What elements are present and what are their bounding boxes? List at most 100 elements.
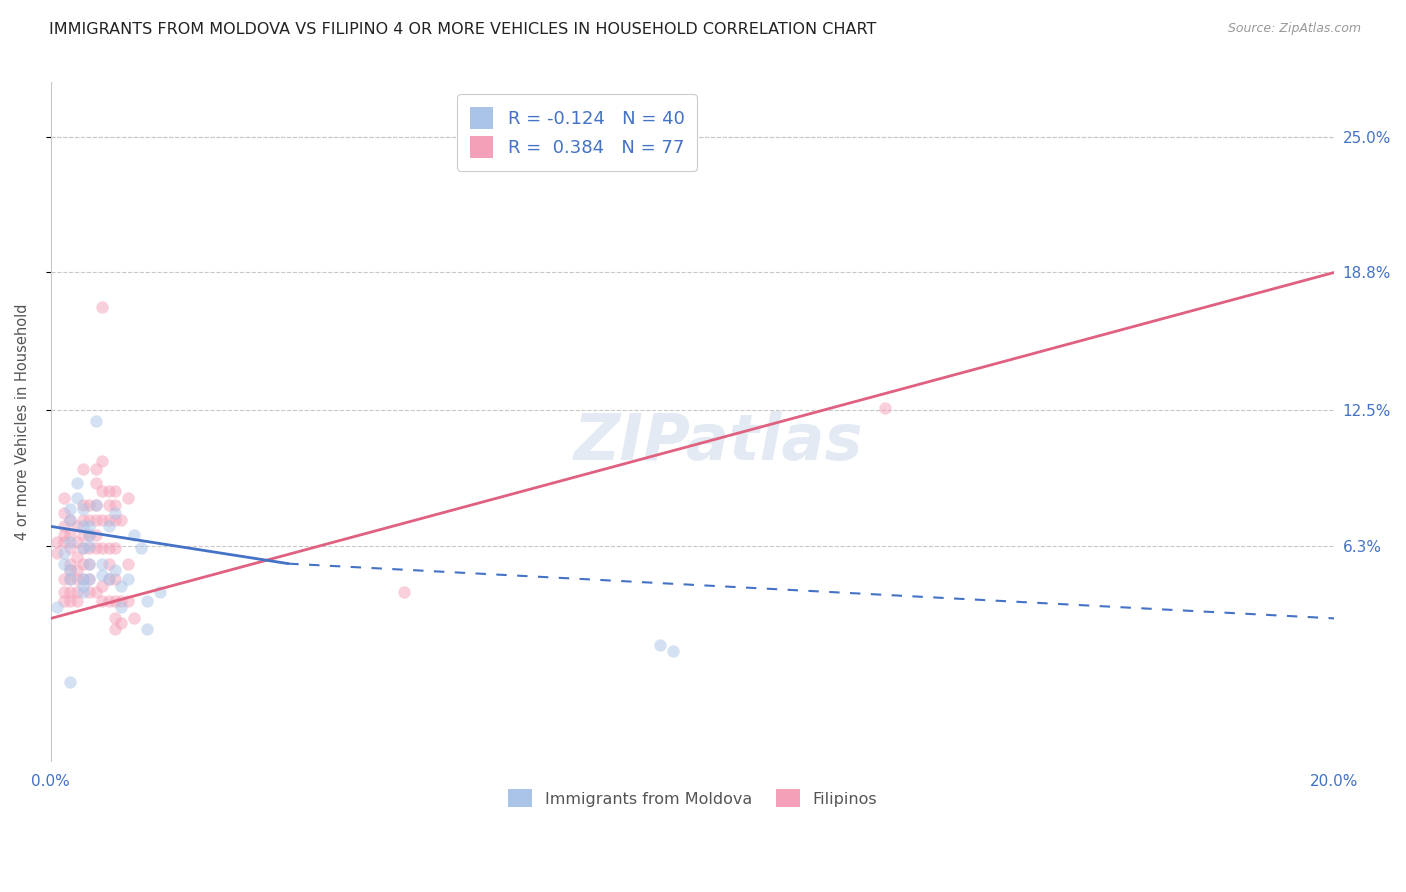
Point <box>79 541 101 556</box>
Point <box>52 528 75 542</box>
Point <box>72 513 94 527</box>
Point <box>91 484 114 499</box>
Point <box>59 502 82 516</box>
Point <box>79 557 101 571</box>
Point <box>110 615 132 630</box>
Point <box>72 572 94 586</box>
Point <box>79 539 101 553</box>
Point <box>72 541 94 556</box>
Point <box>91 301 114 315</box>
Point <box>59 528 82 542</box>
Point <box>84 475 107 490</box>
Point <box>65 550 87 565</box>
Point <box>104 498 127 512</box>
Point <box>97 594 120 608</box>
Point <box>104 484 127 499</box>
Point <box>104 594 127 608</box>
Point <box>650 638 672 652</box>
Point <box>136 594 159 608</box>
Point <box>79 519 101 533</box>
Text: Source: ZipAtlas.com: Source: ZipAtlas.com <box>1227 22 1361 36</box>
Point <box>72 462 94 476</box>
Point <box>59 572 82 586</box>
Point <box>65 534 87 549</box>
Point <box>52 534 75 549</box>
Point <box>72 572 94 586</box>
Point <box>84 462 107 476</box>
Point <box>72 498 94 512</box>
Point <box>110 578 132 592</box>
Point <box>72 557 94 571</box>
Legend: Immigrants from Moldova, Filipinos: Immigrants from Moldova, Filipinos <box>502 782 883 814</box>
Point <box>122 611 145 625</box>
Point <box>65 519 87 533</box>
Point <box>79 528 101 542</box>
Point <box>91 454 114 468</box>
Point <box>84 498 107 512</box>
Point <box>122 528 145 542</box>
Point <box>72 519 94 533</box>
Point <box>72 578 94 592</box>
Point <box>65 594 87 608</box>
Point <box>149 585 172 599</box>
Point <box>84 414 107 428</box>
Point <box>65 563 87 577</box>
Point <box>97 572 120 586</box>
Point <box>392 585 415 599</box>
Point <box>875 401 897 416</box>
Point <box>117 594 139 608</box>
Point <box>117 557 139 571</box>
Point <box>662 644 685 658</box>
Point <box>84 585 107 599</box>
Point <box>59 534 82 549</box>
Point <box>79 572 101 586</box>
Point <box>97 484 120 499</box>
Point <box>84 498 107 512</box>
Text: IMMIGRANTS FROM MOLDOVA VS FILIPINO 4 OR MORE VEHICLES IN HOUSEHOLD CORRELATION : IMMIGRANTS FROM MOLDOVA VS FILIPINO 4 OR… <box>49 22 876 37</box>
Point <box>97 541 120 556</box>
Point <box>59 572 82 586</box>
Point <box>59 594 82 608</box>
Point <box>79 557 101 571</box>
Point <box>110 600 132 615</box>
Point <box>79 498 101 512</box>
Point <box>65 491 87 505</box>
Point <box>65 585 87 599</box>
Point <box>97 513 120 527</box>
Point <box>46 600 69 615</box>
Point <box>59 513 82 527</box>
Point <box>91 557 114 571</box>
Point <box>52 519 75 533</box>
Point <box>46 546 69 560</box>
Point <box>72 541 94 556</box>
Y-axis label: 4 or more Vehicles in Household: 4 or more Vehicles in Household <box>15 303 30 540</box>
Point <box>110 513 132 527</box>
Point <box>52 585 75 599</box>
Point <box>59 674 82 689</box>
Point <box>52 506 75 520</box>
Point <box>52 557 75 571</box>
Point <box>104 506 127 520</box>
Point <box>104 572 127 586</box>
Point <box>65 572 87 586</box>
Point <box>97 498 120 512</box>
Point <box>79 528 101 542</box>
Point <box>84 528 107 542</box>
Point <box>72 585 94 599</box>
Point <box>72 528 94 542</box>
Point <box>79 513 101 527</box>
Point <box>104 611 127 625</box>
Point <box>65 475 87 490</box>
Point <box>104 541 127 556</box>
Point <box>104 513 127 527</box>
Point <box>59 541 82 556</box>
Point <box>91 594 114 608</box>
Point <box>136 623 159 637</box>
Point <box>59 585 82 599</box>
Point <box>84 541 107 556</box>
Point <box>59 563 82 577</box>
Point <box>52 594 75 608</box>
Point <box>46 534 69 549</box>
Point <box>79 572 101 586</box>
Point <box>91 541 114 556</box>
